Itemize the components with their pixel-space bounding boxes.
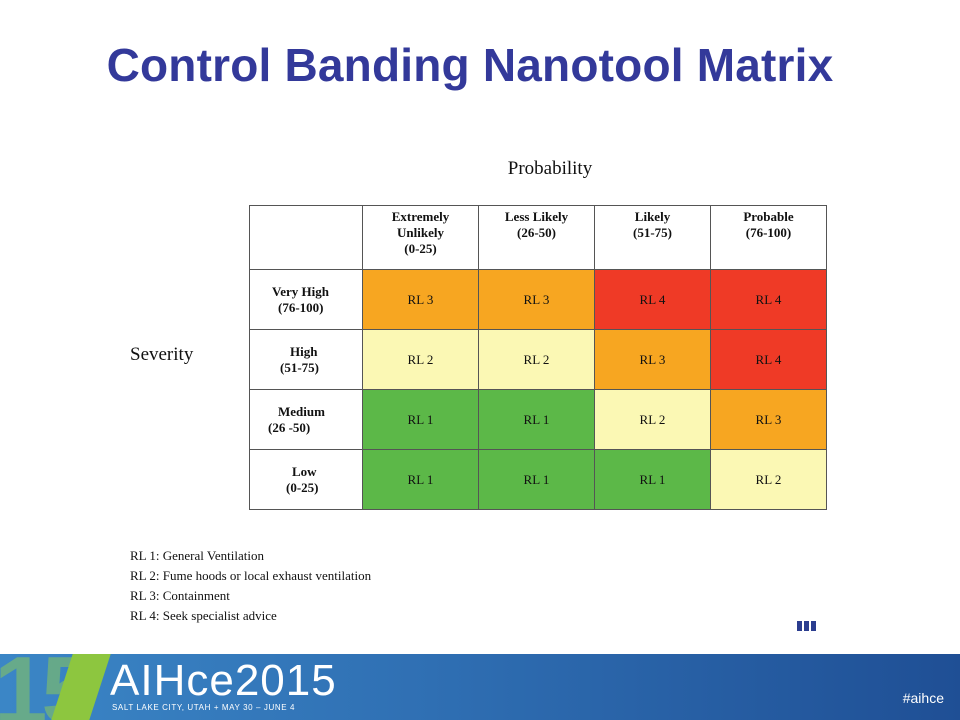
- matrix-cell: RL 2: [594, 389, 711, 450]
- matrix-row-low: Low (0-25) RL 1 RL 1 RL 1 RL 2: [249, 449, 827, 510]
- row-header-high: High (51-75): [249, 329, 363, 390]
- matrix-cell: RL 3: [710, 389, 827, 450]
- matrix-row-very-high: Very High (76-100) RL 3 RL 3 RL 4 RL 4: [249, 269, 827, 330]
- matrix-cell: RL 1: [362, 449, 479, 510]
- probability-axis-label: Probability: [507, 158, 593, 179]
- matrix-cell: RL 4: [710, 329, 827, 390]
- matrix-cell: RL 4: [594, 269, 711, 330]
- legend-item: RL 4: Seek specialist advice: [130, 608, 277, 623]
- matrix-cell: RL 4: [710, 269, 827, 330]
- risk-level-legend: RL 1: General Ventilation RL 2: Fume hoo…: [130, 546, 371, 626]
- matrix-cell: RL 3: [478, 269, 595, 330]
- matrix-cell: RL 3: [362, 269, 479, 330]
- matrix-header-row: Extremely Unlikely (0-25) Less Likely (26-5…: [249, 205, 827, 270]
- matrix-cell: RL 1: [478, 449, 595, 510]
- row-header-very-high: Very High (76-100): [249, 269, 363, 330]
- matrix-cell: RL 1: [478, 389, 595, 450]
- legend-item: RL 1: General Ventilation: [130, 548, 264, 563]
- legend-item: RL 2: Fume hoods or local exhaust ventil…: [130, 568, 372, 583]
- matrix-corner-cell: [249, 205, 363, 270]
- matrix-cell: RL 2: [710, 449, 827, 510]
- severity-axis-label: Severity: [130, 344, 194, 365]
- row-header-low: Low (0-25): [249, 449, 363, 510]
- slide-title: Control Banding Nanotool Matrix: [106, 39, 834, 91]
- column-header-likely: Likely (51-75): [594, 205, 711, 270]
- row-header-medium: Medium (26 -50): [249, 389, 363, 450]
- matrix-cell: RL 1: [594, 449, 711, 510]
- matrix-cell: RL 3: [594, 329, 711, 390]
- matrix-row-medium: Medium (26 -50) RL 1 RL 1 RL 2 RL 3: [249, 389, 827, 450]
- column-header-extremely-unlikely: Extremely Unlikely (0-25): [362, 205, 479, 270]
- footer-hashtag: #aihce: [902, 690, 944, 706]
- column-header-less-likely: Less Likely (26-50): [478, 205, 595, 270]
- footer-brand: AIHce2015: [110, 656, 337, 705]
- matrix-cell: RL 2: [478, 329, 595, 390]
- column-header-probable: Probable (76-100): [710, 205, 827, 270]
- legend-item: RL 3: Containment: [130, 588, 230, 603]
- matrix-cell: RL 2: [362, 329, 479, 390]
- source-logo-icon: [797, 621, 818, 631]
- footer-banner: 15 AIHce2015 SALT LAKE CITY, UTAH + MAY …: [0, 654, 960, 720]
- risk-matrix: Extremely Unlikely (0-25) Less Likely (26-5…: [249, 205, 827, 510]
- footer-location: SALT LAKE CITY, UTAH + MAY 30 – JUNE 4: [112, 703, 296, 712]
- matrix-row-high: High (51-75) RL 2 RL 2 RL 3 RL 4: [249, 329, 827, 390]
- matrix-cell: RL 1: [362, 389, 479, 450]
